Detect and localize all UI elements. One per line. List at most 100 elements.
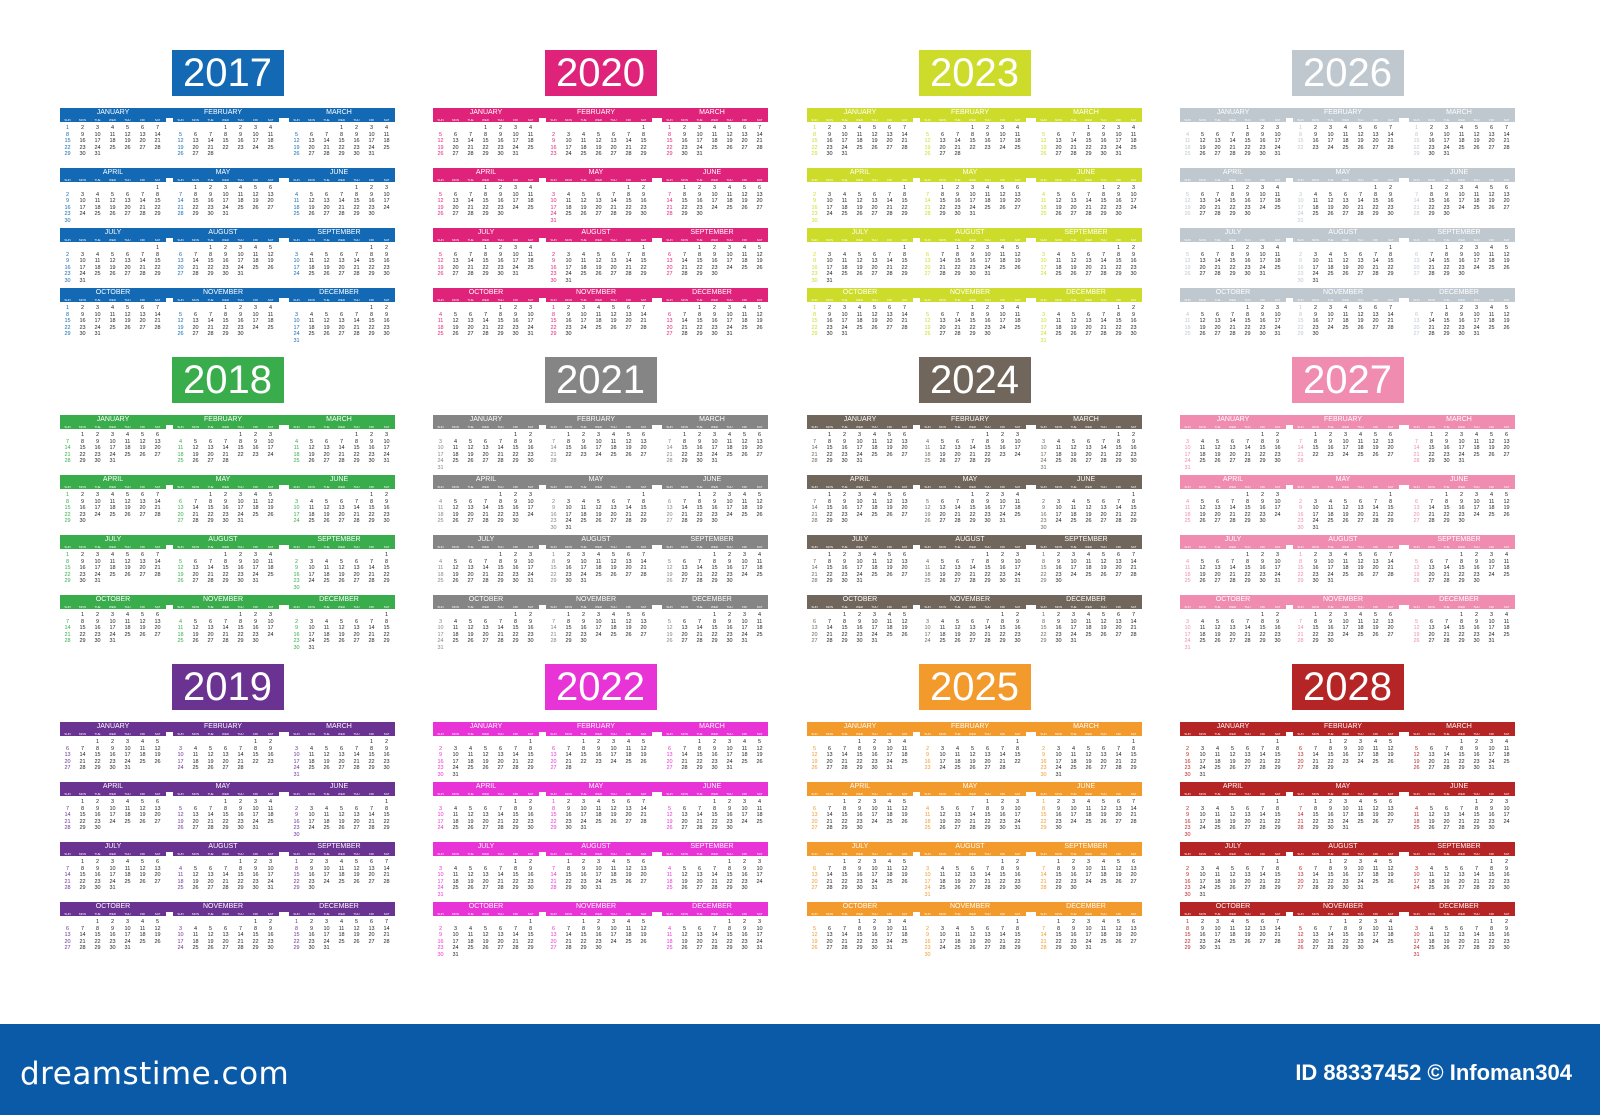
day-cell: 14 (154, 311, 161, 318)
weekday-label: MON (452, 732, 459, 736)
weekday-label: MON (452, 238, 459, 242)
day-cell: 27 (741, 144, 748, 151)
day-cell: 1 (369, 305, 374, 311)
day-cell: 12 (323, 505, 330, 511)
day-cell: 30 (1130, 271, 1137, 277)
day-cell: 4 (1015, 305, 1020, 311)
weekday-label: MON (681, 732, 688, 736)
month-block: SUN MON TUE WED THU FRI SAT 1 2 3 4 5 6 7 8 9 10 11 12 13 14… (60, 485, 166, 531)
day-cell: 27 (1115, 631, 1122, 638)
weekday-label: WED (1229, 298, 1236, 302)
day-cell: 13 (482, 872, 489, 878)
day-cell: 13 (1357, 258, 1364, 264)
day-cell: 9 (1429, 131, 1434, 138)
weekday-label: FRI (513, 238, 518, 242)
month-name: JANUARY (96, 723, 130, 730)
weekday-label: MON (79, 118, 86, 122)
day-cell: 7 (902, 305, 907, 311)
day-cell: 4 (1504, 552, 1509, 558)
weekday-header: SUN MON TUE WED THU FRI SAT (173, 485, 279, 489)
day-cell: 21 (886, 264, 893, 271)
day-cell: 26 (999, 204, 1006, 211)
day-cell: 12 (177, 318, 184, 324)
weekday-label: TUE (580, 852, 587, 856)
day-cell: 22 (368, 758, 375, 765)
day-cell: 2 (528, 612, 533, 618)
day-cell: 10 (999, 498, 1006, 505)
month-header-bar (60, 722, 395, 732)
day-cell: 11 (452, 872, 459, 878)
day-cell: 2 (1328, 432, 1333, 438)
day-cell: 8 (65, 311, 70, 318)
day-cell: 18 (610, 445, 617, 451)
day-cell: 25 (109, 511, 116, 518)
day-cell: 18 (109, 505, 116, 511)
day-cell: 18 (1342, 565, 1349, 571)
day-cell: 18 (1488, 258, 1495, 264)
day-cell: 18 (595, 318, 602, 324)
day-cell: 7 (1388, 305, 1393, 311)
day-cell: 8 (1041, 618, 1046, 625)
weekday-label: MON (192, 118, 199, 122)
day-cell: 10 (1473, 251, 1480, 258)
day-cell: 14 (512, 932, 519, 938)
month-block: SUN MON TUE WED THU FRI SAT 1 2 3 4 5 6 7 8 9 10 11 12 13 14… (920, 238, 1026, 284)
day-cell: 26 (1342, 518, 1349, 524)
month-name: FEBRUARY (204, 416, 242, 423)
weekday-header: SUN MON TUE WED THU FRI SAT (546, 605, 652, 609)
day-cell: 13 (939, 138, 946, 144)
weekday-label: WED (222, 545, 229, 549)
month-header-bar (433, 782, 768, 792)
day-cell: 1 (1116, 432, 1121, 438)
day-cell: 19 (154, 932, 161, 938)
day-cell: 23 (1312, 144, 1319, 151)
day-cell: 12 (640, 925, 647, 932)
day-cell: 20 (124, 264, 131, 271)
weekday-label: THU (871, 425, 878, 429)
day-cell: 22 (666, 144, 673, 151)
weekday-label: SAT (383, 178, 390, 182)
day-cell: 15 (497, 565, 504, 571)
weekday-label: TUE (696, 545, 703, 549)
day-cell: 3 (727, 245, 732, 251)
day-cell: 5 (1504, 492, 1509, 498)
day-cell: 18 (726, 198, 733, 204)
day-cell: 30 (726, 578, 733, 584)
weekday-label: SAT (640, 912, 647, 916)
day-cell: 12 (293, 138, 300, 144)
day-cell: 17 (252, 565, 259, 571)
day-cell: 8 (528, 925, 533, 932)
weekday-label: TUE (1327, 238, 1334, 242)
weekday-label: SAT (901, 118, 908, 122)
day-cell: 19 (924, 511, 931, 518)
day-cell: 29 (64, 518, 71, 524)
day-cell: 8 (483, 191, 488, 198)
day-cell: 13 (139, 558, 146, 565)
weekday-label: WED (1458, 485, 1465, 489)
day-cell: 1 (223, 799, 228, 805)
day-cell: 29 (482, 211, 489, 217)
day-cell: 19 (886, 565, 893, 571)
weekday-label: WED (856, 545, 863, 549)
day-cell: 28 (1372, 271, 1379, 277)
day-cell: 20 (353, 631, 360, 638)
day-cell: 11 (1357, 618, 1364, 625)
weekday-label: SAT (901, 178, 908, 182)
weekday-label: TUE (580, 605, 587, 609)
day-cell: 21 (482, 571, 489, 578)
day-cell: 11 (726, 438, 733, 445)
day-cell: 7 (611, 191, 616, 198)
day-cell: 11 (323, 565, 330, 571)
day-cell: 2 (95, 432, 100, 438)
day-cell: 30 (1458, 331, 1465, 337)
day-cell: 10 (437, 625, 444, 631)
day-cell: 24 (856, 571, 863, 578)
day-cell: 24 (726, 511, 733, 518)
day-cell: 6 (178, 251, 183, 258)
day-cell: 3 (110, 799, 115, 805)
month-block: SUN MON TUE WED THU FRI SAT 1 2 3 4 5 6 7 8 9 10 11 12 13 14… (1180, 178, 1286, 224)
day-cell: 26 (1184, 211, 1191, 217)
day-cell: 21 (640, 318, 647, 324)
weekday-label: TUE (323, 912, 330, 916)
day-cell: 24 (368, 144, 375, 151)
